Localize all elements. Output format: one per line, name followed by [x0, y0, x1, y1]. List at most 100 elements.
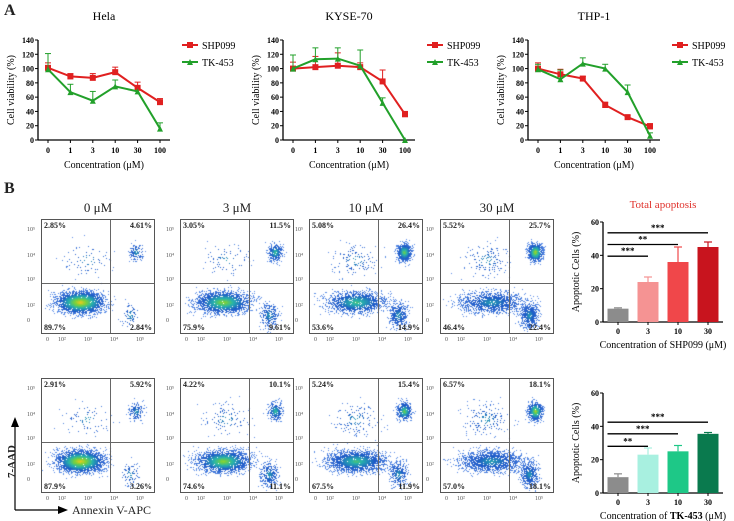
- data-point-triangle: [312, 56, 319, 63]
- x-tick-label: 3: [336, 146, 340, 155]
- flow-y-tick-label: 10²: [295, 303, 303, 309]
- flow-y-tick-label: 0: [166, 477, 169, 483]
- x-tick-label: 0: [616, 327, 620, 336]
- x-tick-label: 100: [154, 146, 166, 155]
- data-point-triangle: [579, 60, 586, 67]
- flow-x-tick-label: 0: [185, 496, 188, 502]
- x-tick-label: 30: [379, 146, 387, 155]
- x-tick-label: 30: [704, 498, 712, 507]
- data-point-square: [312, 64, 319, 71]
- y-tick-label: 100: [512, 65, 524, 74]
- flow-plot: 4.22% 10.1% 74.6% 11.1%: [180, 378, 294, 493]
- x-arrow-head: [58, 506, 68, 514]
- quadrant-top-left-percent: 3.05%: [183, 221, 205, 230]
- chart-title: KYSE-70: [325, 9, 372, 23]
- y-tick-label: 80: [26, 79, 34, 88]
- data-point-square: [157, 99, 163, 106]
- flow-y-tick-label: 10²: [426, 303, 434, 309]
- flow-x-tick-label: 10²: [326, 337, 334, 343]
- bar-30: [697, 433, 719, 493]
- quadrant-bottom-left-percent: 89.7%: [44, 323, 66, 332]
- bar-3: [637, 282, 659, 322]
- flow-x-tick-label: 0: [445, 496, 448, 502]
- flow-title-3: 30 μM: [479, 200, 515, 215]
- axis-arrows: [11, 417, 68, 514]
- y-tick-label: 80: [516, 79, 524, 88]
- flow-x-tick-label: 10⁵: [404, 337, 413, 343]
- gate-line-horizontal: [441, 442, 553, 443]
- flow-y-tick-label: 10⁴: [426, 412, 435, 418]
- bar-30: [697, 247, 719, 322]
- flow-x-tick-label: 10³: [483, 496, 491, 502]
- flow-y-tick-label: 10⁵: [426, 227, 435, 233]
- flow-y-tick-label: 10³: [27, 277, 35, 283]
- flow-x-tick-label: 10³: [483, 337, 491, 343]
- flow-y-tick-label: 10³: [426, 277, 434, 283]
- legend-label: SHP099: [692, 41, 725, 52]
- flow-plot: 6.57% 18.1% 57.0% 18.1%: [440, 378, 554, 493]
- flow-y-tick-label: 10³: [426, 436, 434, 442]
- flow-x-tick-label: 10⁴: [378, 496, 387, 502]
- y-tick-label: 100: [267, 65, 279, 74]
- x-tick-label: 3: [91, 146, 95, 155]
- flow-x-tick-label: 10⁴: [110, 496, 119, 502]
- flow-plot: 2.85% 4.61% 89.7% 2.84%: [41, 219, 155, 334]
- flow-x-tick-label: 10²: [326, 496, 334, 502]
- data-point-triangle: [647, 132, 653, 139]
- flow-x-tick-label: 10⁴: [249, 337, 258, 343]
- bar-0: [607, 308, 629, 322]
- flow-y-tick-label: 10⁴: [27, 412, 36, 418]
- quadrant-top-right-percent: 11.5%: [269, 221, 291, 230]
- x-tick-label: 10: [601, 146, 609, 155]
- flow-y-tick-label: 10⁴: [295, 253, 304, 259]
- data-point-triangle: [67, 89, 74, 96]
- flow-y-tick-label: 10³: [166, 277, 174, 283]
- flow-y-tick-label: 0: [295, 477, 298, 483]
- panel-b-letter: B: [4, 180, 15, 197]
- data-point-triangle: [45, 66, 51, 73]
- x-axis-label: Concentration (μM): [554, 160, 634, 171]
- quadrant-bottom-right-percent: 9.61%: [269, 323, 291, 332]
- flow-y-tick-label: 10²: [27, 303, 35, 309]
- y-tick-label: 0: [595, 318, 599, 327]
- chart-title: Total apoptosis: [630, 199, 697, 211]
- quadrant-bottom-left-percent: 87.9%: [44, 482, 66, 491]
- flow-y-tick-label: 10³: [27, 436, 35, 442]
- quadrant-bottom-right-percent: 14.9%: [398, 323, 420, 332]
- y-tick-label: 20: [591, 456, 599, 465]
- flow-y-tick-label: 10⁵: [295, 227, 304, 233]
- flow-y-tick-label: 10⁴: [166, 253, 175, 259]
- quadrant-bottom-right-percent: 3.26%: [130, 482, 152, 491]
- y-tick-label: 40: [26, 107, 34, 116]
- flow-x-tick-label: 10²: [58, 337, 66, 343]
- quadrant-bottom-right-percent: 22.4%: [529, 323, 551, 332]
- flow-plot: 5.08% 26.4% 53.6% 14.9%: [309, 219, 423, 334]
- x-axis-label-suffix: (μM): [703, 511, 726, 521]
- y-tick-label: 60: [591, 389, 599, 398]
- data-point-square: [402, 111, 408, 118]
- y-tick-label: 60: [26, 93, 34, 102]
- gate-line-horizontal: [42, 283, 154, 284]
- y-tick-label: 40: [591, 422, 599, 431]
- flow-y-tick-label: 10²: [426, 462, 434, 468]
- quadrant-top-left-percent: 5.24%: [312, 380, 334, 389]
- flow-scatter-points: [441, 379, 553, 492]
- kyse70-viability-chart: KYSE-70 0 20 40 60 80 100 120 140 0 1 3 10 30 100 Conce…: [251, 9, 480, 171]
- quadrant-top-right-percent: 25.7%: [529, 221, 551, 230]
- bar-3: [637, 454, 659, 493]
- flow-y-tick-label: 0: [295, 318, 298, 324]
- flow-y-tick-label: 10⁴: [166, 412, 175, 418]
- quadrant-top-left-percent: 2.85%: [44, 221, 66, 230]
- data-point-square: [112, 69, 119, 76]
- series-line-shp099: [47, 66, 161, 103]
- flow-y-tick-label: 10³: [295, 436, 303, 442]
- flow-x-tick-label: 0: [46, 496, 49, 502]
- y-tick-label: 140: [267, 36, 279, 45]
- quadrant-top-right-percent: 15.4%: [398, 380, 420, 389]
- x-tick-label: 0: [536, 146, 540, 155]
- flow-scatter-points: [310, 220, 422, 333]
- flow-y-tick-label: 10²: [295, 462, 303, 468]
- flow-x-tick-label: 10⁴: [509, 496, 518, 502]
- quadrant-top-right-percent: 10.1%: [269, 380, 291, 389]
- flow-plot: 5.24% 15.4% 67.5% 11.9%: [309, 378, 423, 493]
